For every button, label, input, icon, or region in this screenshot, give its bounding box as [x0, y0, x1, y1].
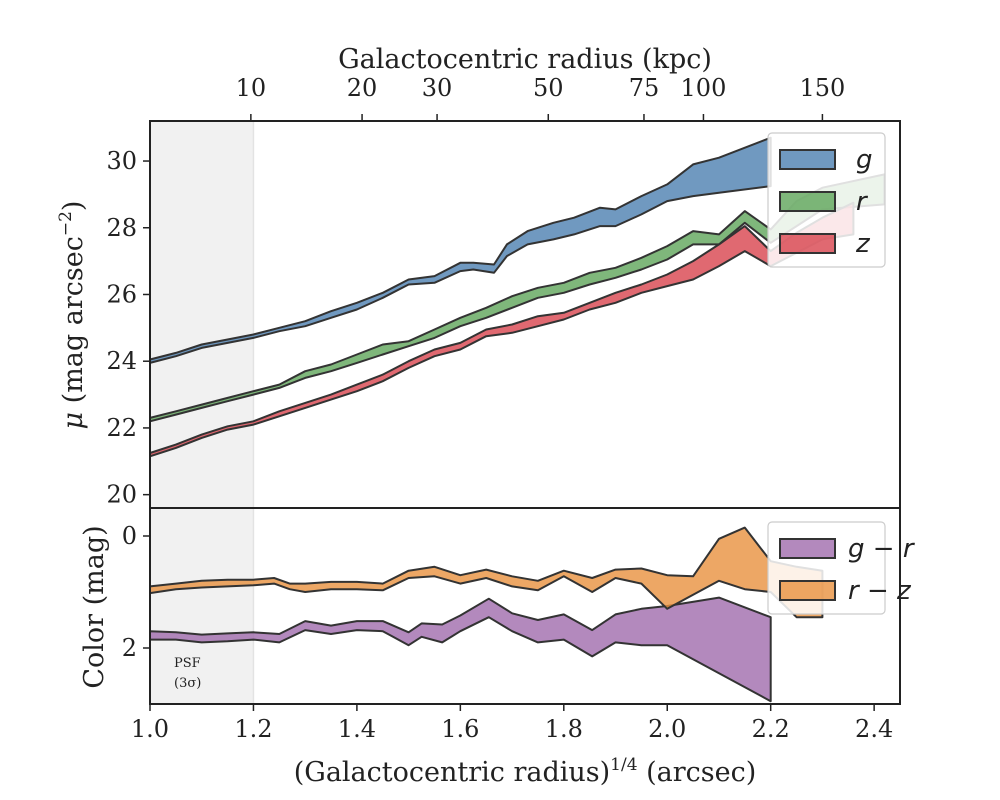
psf-label-line1: PSF — [174, 656, 201, 671]
bottom-panel-y-axis-title: Color (mag) — [79, 525, 110, 688]
x-tick-label: 2.4 — [855, 715, 893, 743]
ylabel-text: (mag arcsec — [58, 236, 89, 412]
x-tick-label: 2.2 — [752, 715, 790, 743]
top-tick-label: 150 — [800, 74, 846, 102]
x-tick-label: 1.2 — [234, 715, 272, 743]
y-tick-label: 20 — [106, 481, 137, 509]
x-tick-label: 1.6 — [441, 715, 479, 743]
top-tick-label: 100 — [681, 74, 727, 102]
legend-label: r − z — [848, 576, 912, 606]
band-gr — [149, 596, 772, 703]
x-axis-title-exp: 1/4 — [610, 755, 637, 775]
band-z — [149, 201, 855, 458]
top-tick-label: 20 — [347, 74, 378, 102]
legend-label: z — [855, 229, 871, 259]
top-tick-label: 10 — [236, 74, 267, 102]
top-tick-label: 50 — [533, 74, 564, 102]
axes: 1.0 1.2 1.4 1.6 1.8 2.0 2.2 2.410 20 30 50 75 100 150… — [106, 74, 901, 743]
top-panel-y-axis-title: μ (mag arcsec−2) — [56, 201, 89, 430]
legend-swatch — [779, 538, 836, 559]
ylabel-sup: −2 — [56, 211, 76, 236]
bottom-panel-frame — [149, 507, 901, 705]
x-tick-label: 1.0 — [131, 715, 169, 743]
legend-label: g − r — [848, 534, 916, 564]
y-tick-label: 28 — [106, 214, 137, 242]
psf-label-line2: (3σ) — [174, 676, 201, 691]
legend-colors: g − r r − z — [767, 521, 916, 615]
legend-swatch — [779, 149, 836, 170]
legend-swatch — [779, 580, 836, 601]
legends: grz g − r r − z — [767, 132, 916, 615]
y-tick-label: 24 — [106, 347, 137, 375]
legend-bands: grz — [767, 132, 886, 268]
y-tick-label: 0 — [122, 522, 137, 550]
y-tick-label: 30 — [106, 147, 137, 175]
mu-symbol: μ — [58, 412, 89, 430]
y-tick-label: 26 — [106, 280, 137, 308]
x-axis-title-base: (Galactocentric radius) — [294, 757, 610, 788]
legend-swatch — [779, 233, 836, 254]
legend-label: r — [856, 187, 869, 217]
top-axis-title: Galactocentric radius (kpc) — [338, 44, 712, 75]
x-tick-label: 2.0 — [648, 715, 686, 743]
psf-shaded-area — [150, 121, 254, 704]
x-axis-title: (Galactocentric radius)1/4 (arcsec) — [294, 755, 757, 788]
ylabel-close: ) — [58, 201, 89, 212]
top-tick-label: 30 — [422, 74, 453, 102]
legend-swatch — [779, 191, 836, 212]
psf-region — [150, 121, 255, 704]
y-tick-label: 2 — [122, 634, 137, 662]
y-tick-label: 22 — [106, 414, 137, 442]
top-tick-label: 75 — [629, 74, 660, 102]
x-axis-title-unit: (arcsec) — [638, 757, 757, 788]
legend-label: g — [856, 145, 873, 175]
x-tick-label: 1.4 — [338, 715, 376, 743]
x-tick-label: 1.8 — [545, 715, 583, 743]
